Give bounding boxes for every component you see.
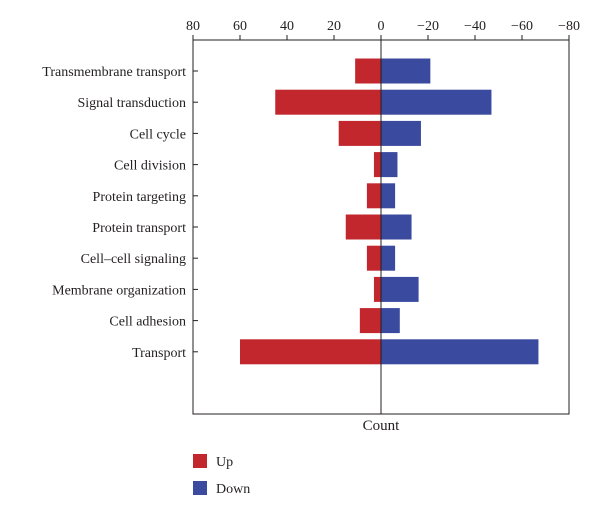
legend-label-up: Up <box>216 455 233 470</box>
category-label: Membrane organization <box>52 283 186 298</box>
bar-down <box>381 89 492 115</box>
legend-swatch-up <box>193 454 207 468</box>
bar-up <box>373 276 381 302</box>
x-tick-label: 0 <box>378 19 385 34</box>
category-label: Cell cycle <box>130 127 186 142</box>
bar-down <box>381 276 419 302</box>
category-labels: Transmembrane transport Signal transducti… <box>42 65 198 361</box>
legend: Up Down <box>193 454 250 497</box>
legend-label-down: Down <box>216 482 250 497</box>
x-tick-label: 80 <box>186 19 200 34</box>
category-label: Transport <box>132 346 186 361</box>
x-axis-ticks: 80 60 40 20 0 −20 −40 −60 −80 <box>186 19 580 40</box>
x-tick-label: −80 <box>558 19 580 34</box>
bar-down <box>381 152 398 178</box>
bar-down <box>381 214 412 240</box>
x-tick-label: −60 <box>511 19 533 34</box>
bar-down <box>381 120 421 146</box>
bar-up <box>240 339 381 365</box>
bar-down <box>381 308 400 334</box>
x-tick-label: 20 <box>327 19 341 34</box>
category-label: Cell division <box>114 159 186 174</box>
bar-down <box>381 58 431 84</box>
bar-down <box>381 339 539 365</box>
bar-up <box>338 120 381 146</box>
x-tick-label: −40 <box>464 19 486 34</box>
category-label: Cell adhesion <box>109 315 186 330</box>
x-tick-label: −20 <box>417 19 439 34</box>
bar-down <box>381 245 396 271</box>
bars <box>240 58 539 365</box>
bar-down <box>381 183 396 209</box>
x-tick-label: 60 <box>233 19 247 34</box>
bar-up <box>345 214 381 240</box>
bar-up <box>275 89 381 115</box>
bar-up <box>373 152 381 178</box>
category-label: Signal transduction <box>78 96 187 111</box>
bar-up <box>366 183 381 209</box>
category-label: Cell–cell signaling <box>81 252 186 267</box>
bar-up <box>366 245 381 271</box>
x-tick-label: 40 <box>280 19 294 34</box>
legend-swatch-down <box>193 481 207 495</box>
bar-up <box>355 58 381 84</box>
category-label: Protein transport <box>92 221 186 236</box>
category-label: Transmembrane transport <box>42 65 186 80</box>
x-axis-label: Count <box>363 418 401 434</box>
bar-up <box>359 308 381 334</box>
category-label: Protein targeting <box>93 190 186 205</box>
